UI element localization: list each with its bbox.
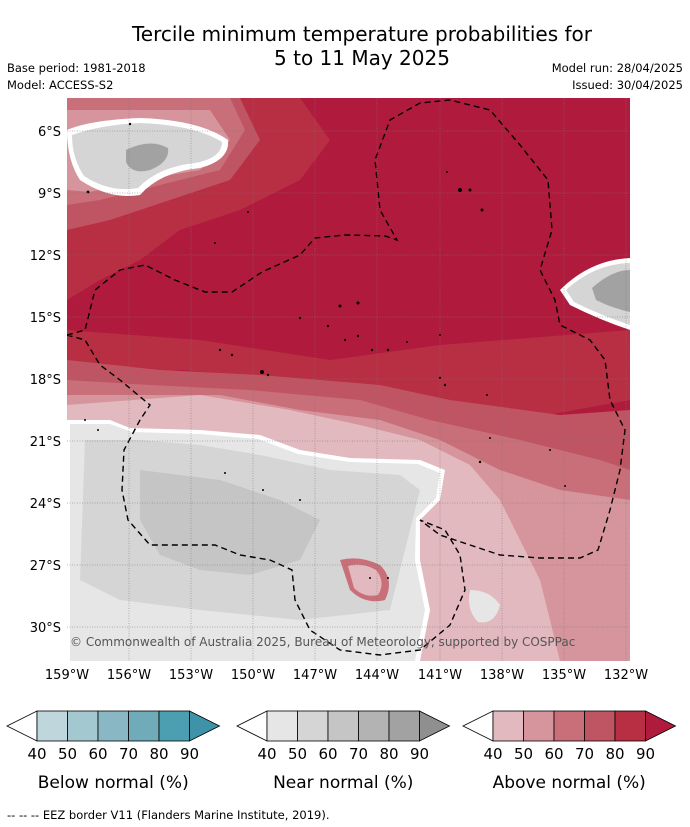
- legend-swatch: [523, 710, 555, 742]
- legend-tick: 70: [349, 745, 368, 763]
- lat-label: 18°S: [30, 373, 61, 388]
- base-period-text: Base period: 1981-2018: [7, 61, 146, 75]
- legend-swatch: [553, 710, 585, 742]
- title-line-1: Tercile minimum temperature probabilitie…: [131, 22, 593, 46]
- legend-2: 40 50 60 70 80 90 Above normal (%): [462, 710, 677, 793]
- lat-label: 27°S: [30, 559, 61, 574]
- model-text: Model: ACCESS-S2: [7, 78, 114, 92]
- near-70-nw: [126, 143, 169, 172]
- legend-swatch: [614, 710, 646, 742]
- legend-swatch: [492, 710, 524, 742]
- legend-swatch: [128, 710, 160, 742]
- model-info: Base period: 1981-2018 Model: ACCESS-S2: [7, 60, 146, 94]
- legend-arrow-high: [419, 710, 451, 742]
- legend-arrow-low: [6, 710, 38, 742]
- legend-tick: 90: [410, 745, 429, 763]
- title-line-2: 5 to 11 May 2025: [274, 46, 450, 70]
- legend-arrow-low: [236, 710, 268, 742]
- legend-swatch: [266, 710, 298, 742]
- near-60-south: [140, 470, 320, 575]
- legend-swatch: [327, 710, 359, 742]
- legend-arrow-low: [462, 710, 494, 742]
- lon-label: 132°W: [604, 668, 648, 683]
- map-title: Tercile minimum temperature probabilitie…: [0, 22, 690, 70]
- legend-label: Above normal (%): [493, 773, 646, 793]
- legend-swatch: [297, 710, 329, 742]
- forecast-map: © Commonwealth of Australia 2025, Bureau…: [6, 98, 677, 793]
- legend-swatch: [158, 710, 190, 742]
- legend-tick: 80: [379, 745, 398, 763]
- legend-tick: 70: [575, 745, 594, 763]
- lon-label: 159°W: [45, 668, 89, 683]
- lat-label: 24°S: [30, 497, 61, 512]
- legend-swatch: [36, 710, 68, 742]
- legend-tick: 40: [483, 745, 502, 763]
- legend-swatch: [97, 710, 129, 742]
- legend-tick: 80: [605, 745, 624, 763]
- legend-label: Below normal (%): [38, 773, 189, 793]
- legend-label: Near normal (%): [273, 773, 413, 793]
- legend-tick: 90: [636, 745, 655, 763]
- lon-label: 144°W: [355, 668, 399, 683]
- eez-border: [67, 99, 626, 656]
- latitude-labels: 6°S 9°S 12°S 15°S 18°S 21°S 24°S 27°S 30°S: [30, 125, 61, 636]
- above-80-mid: [67, 330, 630, 420]
- model-run-text: Model run: 28/04/2025: [551, 61, 683, 75]
- island-markers: [84, 122, 566, 579]
- eez-footer-note: -- -- -- EEZ border V11 (Flanders Marine…: [7, 808, 330, 822]
- legend-tick: 50: [514, 745, 533, 763]
- near-70-east: [592, 270, 630, 312]
- legend-tick: 50: [288, 745, 307, 763]
- legend-tick: 60: [544, 745, 563, 763]
- lon-label: 153°W: [169, 668, 213, 683]
- lon-label: 138°W: [480, 668, 524, 683]
- lon-label: 150°W: [231, 668, 275, 683]
- legend-tick: 80: [149, 745, 168, 763]
- map-area: © Commonwealth of Australia 2025, Bureau…: [67, 98, 630, 661]
- legend-arrow-high: [189, 710, 221, 742]
- lat-label: 15°S: [30, 311, 61, 326]
- lat-label: 9°S: [38, 187, 61, 202]
- legend-tick: 90: [180, 745, 199, 763]
- legend-tick: 60: [318, 745, 337, 763]
- legend-tick: 70: [119, 745, 138, 763]
- legend-tick: 40: [257, 745, 276, 763]
- legend-0: 40 50 60 70 80 90 Below normal (%): [6, 710, 221, 793]
- near-40-pocket: [469, 590, 500, 623]
- lat-label: 21°S: [30, 435, 61, 450]
- lon-label: 141°W: [418, 668, 462, 683]
- legend-tick: 50: [58, 745, 77, 763]
- longitude-labels: 159°W 156°W 153°W 150°W 147°W 144°W 141°W 138°W…: [45, 668, 648, 683]
- legend-swatch: [388, 710, 420, 742]
- legend-tick: 60: [88, 745, 107, 763]
- legend-swatch: [584, 710, 616, 742]
- lat-label: 6°S: [38, 125, 61, 140]
- legend-swatch: [67, 710, 99, 742]
- above-40-pocket: [348, 564, 382, 596]
- legends: 40 50 60 70 80 90 Below normal (%) 40 50 60 70 80 90…: [6, 710, 677, 793]
- legend-1: 40 50 60 70 80 90 Near normal (%): [236, 710, 451, 793]
- lat-label: 30°S: [30, 621, 61, 636]
- legend-swatch: [358, 710, 390, 742]
- issued-text: Issued: 30/04/2025: [572, 78, 683, 92]
- lon-label: 147°W: [293, 668, 337, 683]
- legend-arrow-high: [645, 710, 677, 742]
- lat-label: 12°S: [30, 249, 61, 264]
- lon-label: 135°W: [542, 668, 586, 683]
- legend-tick: 40: [27, 745, 46, 763]
- run-info: Model run: 28/04/2025 Issued: 30/04/2025: [552, 60, 683, 94]
- copyright-text: © Commonwealth of Australia 2025, Bureau…: [70, 635, 575, 649]
- lon-label: 156°W: [107, 668, 151, 683]
